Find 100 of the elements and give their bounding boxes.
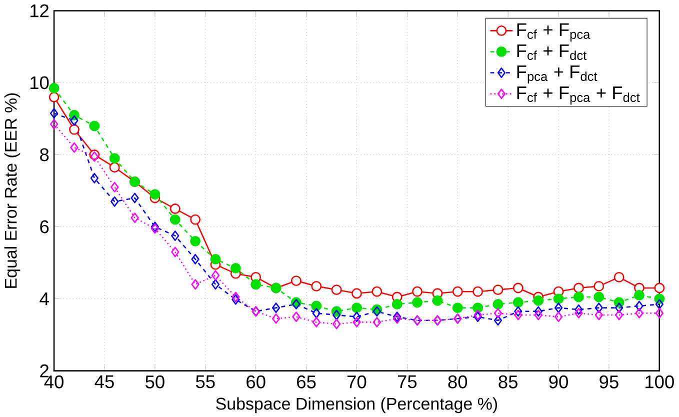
point [655, 298, 664, 310]
point [412, 296, 422, 308]
point [48, 92, 60, 102]
point [352, 302, 362, 313]
point [50, 118, 58, 130]
point [290, 275, 302, 286]
x-tick-label: 65 [297, 375, 316, 388]
y-axis-title: Equal Error Rate (EER %) [4, 93, 20, 288]
point [614, 302, 624, 313]
point [634, 290, 644, 300]
legend-label: F$_{cf}$ + F$_{pca}$ + F$_{dct}$ [517, 86, 640, 104]
point [654, 282, 665, 293]
point [514, 310, 522, 320]
point [48, 82, 60, 94]
point [89, 120, 100, 131]
x-tick-label: 100 [646, 375, 674, 388]
x-tick-label: 75 [398, 375, 417, 388]
point [372, 286, 382, 297]
x-tick-label: 60 [246, 375, 266, 388]
point [130, 192, 139, 203]
point [90, 172, 98, 184]
point [69, 124, 80, 135]
point [352, 316, 361, 328]
point [614, 272, 624, 282]
legend-label: F$_{pca}$ + F$_{dct}$ [517, 65, 598, 84]
point [492, 284, 504, 295]
point [534, 310, 542, 320]
y-tick-label: 4 [40, 292, 49, 305]
point [292, 311, 300, 322]
point [573, 292, 584, 302]
point [594, 280, 604, 292]
point [312, 308, 320, 318]
legend-label: F$_{cf}$ + F$_{pca}$ [517, 23, 590, 42]
point [472, 286, 484, 297]
point [494, 308, 502, 318]
point [553, 293, 564, 304]
point [272, 302, 280, 313]
x-tick-label: 40 [44, 375, 64, 388]
point [211, 278, 220, 290]
point [372, 316, 381, 328]
point [432, 295, 443, 306]
y-tick-label: 12 [30, 4, 49, 17]
point [635, 300, 644, 311]
x-tick-label: 95 [600, 375, 618, 388]
point [534, 306, 542, 316]
x-tick-label: 45 [94, 375, 114, 388]
point [109, 162, 120, 172]
y-tick-label: 2 [40, 364, 49, 377]
point [331, 284, 342, 295]
point [392, 298, 402, 310]
point [352, 311, 361, 322]
point [412, 286, 422, 297]
point [232, 292, 240, 302]
x-tick-label: 85 [498, 375, 518, 388]
point [211, 270, 220, 280]
y-tick-label: 6 [40, 220, 49, 234]
point [230, 262, 241, 274]
x-tick-label: 50 [146, 375, 164, 388]
point [614, 310, 624, 320]
point [554, 302, 563, 313]
point [594, 302, 603, 313]
point [70, 142, 78, 153]
y-tick-label: 8 [40, 148, 49, 161]
point [512, 296, 524, 308]
point [311, 280, 322, 292]
x-tick-label: 70 [348, 375, 366, 388]
point [50, 108, 58, 118]
point [512, 282, 524, 293]
point [452, 286, 463, 297]
y-tick-label: 10 [30, 76, 49, 89]
point [191, 278, 200, 290]
point [130, 212, 139, 223]
point [574, 308, 583, 318]
point [533, 295, 544, 306]
point [492, 298, 504, 310]
x-tick-label: 90 [549, 375, 568, 388]
point [190, 214, 201, 225]
x-tick-label: 80 [448, 375, 468, 388]
point [332, 310, 341, 320]
point [190, 236, 201, 246]
point [109, 152, 120, 164]
point [514, 306, 522, 316]
point [232, 294, 240, 304]
point [332, 318, 341, 329]
point [110, 196, 119, 207]
point [250, 278, 262, 290]
point [594, 292, 604, 302]
point [352, 288, 362, 298]
point [110, 182, 119, 192]
x-axis-title: Subspace Dimension (Percentage %) [216, 397, 498, 413]
point [635, 308, 644, 318]
point [494, 314, 502, 326]
point [171, 246, 180, 257]
point [573, 282, 584, 293]
x-tick-label: 55 [196, 375, 215, 388]
point [452, 302, 463, 313]
point [150, 188, 160, 200]
point [210, 254, 221, 264]
point [170, 214, 180, 225]
point [311, 300, 322, 311]
